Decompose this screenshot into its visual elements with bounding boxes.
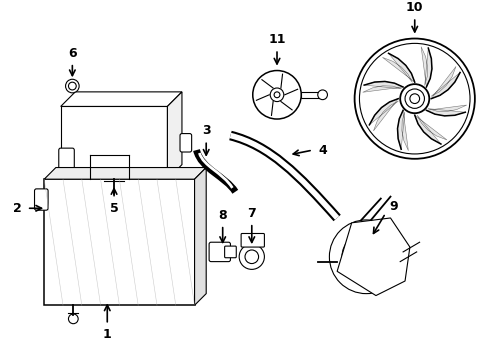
FancyBboxPatch shape	[61, 107, 168, 179]
Polygon shape	[301, 92, 320, 98]
Circle shape	[410, 94, 419, 104]
Polygon shape	[337, 218, 410, 296]
Polygon shape	[44, 167, 206, 179]
Circle shape	[342, 233, 391, 281]
FancyBboxPatch shape	[44, 179, 195, 305]
Circle shape	[66, 79, 79, 93]
Circle shape	[355, 39, 475, 159]
Polygon shape	[61, 92, 182, 107]
FancyBboxPatch shape	[34, 189, 48, 210]
Circle shape	[274, 92, 280, 98]
Polygon shape	[415, 115, 447, 144]
Text: 11: 11	[268, 33, 286, 46]
Circle shape	[357, 247, 376, 266]
FancyBboxPatch shape	[209, 242, 230, 262]
Circle shape	[253, 71, 301, 119]
Polygon shape	[168, 92, 182, 179]
Text: 1: 1	[103, 328, 112, 341]
Polygon shape	[397, 110, 408, 150]
Circle shape	[400, 84, 429, 113]
Polygon shape	[426, 105, 467, 116]
Circle shape	[360, 43, 470, 154]
Text: 10: 10	[406, 1, 423, 14]
FancyBboxPatch shape	[241, 234, 265, 247]
Text: 8: 8	[219, 208, 227, 221]
Polygon shape	[195, 167, 206, 305]
Circle shape	[318, 90, 327, 100]
Circle shape	[270, 88, 284, 102]
Polygon shape	[369, 99, 398, 131]
Text: 5: 5	[110, 202, 119, 215]
Text: 2: 2	[13, 202, 22, 215]
Text: 7: 7	[247, 207, 256, 220]
FancyBboxPatch shape	[59, 148, 74, 171]
Text: 4: 4	[318, 144, 327, 157]
Polygon shape	[383, 53, 415, 82]
FancyBboxPatch shape	[180, 134, 192, 152]
Circle shape	[405, 89, 424, 108]
FancyBboxPatch shape	[224, 246, 236, 258]
Polygon shape	[363, 81, 403, 92]
Text: 3: 3	[202, 124, 211, 137]
Polygon shape	[421, 47, 432, 87]
Polygon shape	[431, 66, 460, 99]
Circle shape	[69, 314, 78, 324]
Text: 6: 6	[68, 46, 76, 59]
Circle shape	[239, 244, 265, 269]
Circle shape	[69, 82, 76, 90]
Text: 9: 9	[389, 200, 398, 213]
Circle shape	[245, 250, 259, 264]
Circle shape	[329, 220, 403, 294]
